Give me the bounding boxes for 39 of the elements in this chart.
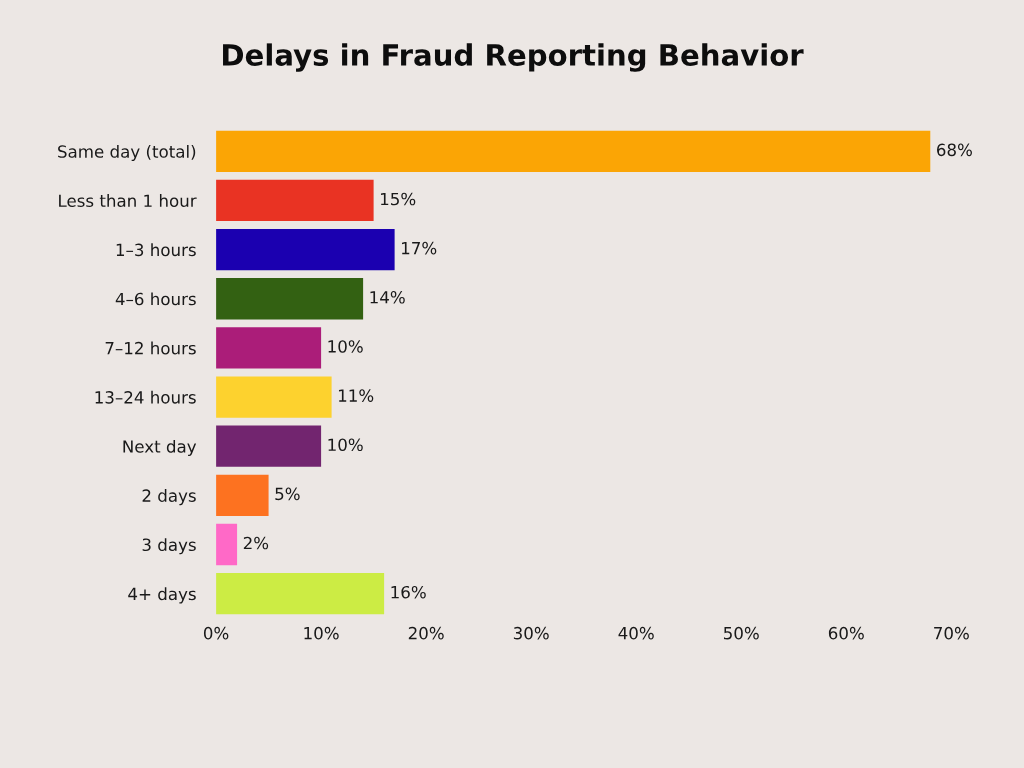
x-tick-label: 10% xyxy=(304,626,339,640)
data-label: 16% xyxy=(391,585,426,599)
bar xyxy=(216,228,395,271)
y-tick-label: 7–12 hours xyxy=(105,341,196,355)
data-label: 5% xyxy=(275,487,300,501)
bar xyxy=(216,376,332,418)
y-tick-label: Same day (total) xyxy=(58,144,196,162)
y-tick-label: 3 days xyxy=(142,538,196,555)
data-label: 10% xyxy=(328,340,363,353)
data-label: 68% xyxy=(937,143,972,157)
data-label: 14% xyxy=(370,290,405,304)
x-tick-label: 60% xyxy=(828,626,864,640)
y-tick-label: Next day xyxy=(123,439,197,457)
bar xyxy=(216,523,238,566)
bar xyxy=(216,425,322,467)
y-tick-label: 4+ days xyxy=(128,587,196,604)
y-tick-label: 2 days xyxy=(142,489,196,506)
data-label: 10% xyxy=(328,438,363,452)
data-label: 17% xyxy=(402,241,437,255)
data-label: 2% xyxy=(243,536,269,550)
bar xyxy=(216,474,269,516)
bar xyxy=(216,573,385,615)
bar xyxy=(216,179,374,222)
x-tick-label: 30% xyxy=(513,626,549,640)
x-tick-label: 50% xyxy=(723,626,759,640)
chart-title: Delays in Fraud Reporting Behavior xyxy=(223,43,804,72)
y-tick-label: 1–3 hours xyxy=(116,243,196,257)
bar xyxy=(216,278,364,320)
x-tick-label: 20% xyxy=(408,626,444,640)
x-tick-label: 0% xyxy=(203,626,229,640)
y-tick-label: Less than 1 hour xyxy=(59,194,197,208)
data-label: 11% xyxy=(338,389,374,402)
y-tick-label: 4–6 hours xyxy=(115,292,196,306)
y-tick-label: 13–24 hours xyxy=(95,390,196,404)
bar xyxy=(216,327,322,369)
bar xyxy=(216,130,931,172)
x-tick-label: 40% xyxy=(618,626,654,640)
data-label: 15% xyxy=(381,192,416,206)
x-tick-label: 70% xyxy=(934,626,969,640)
